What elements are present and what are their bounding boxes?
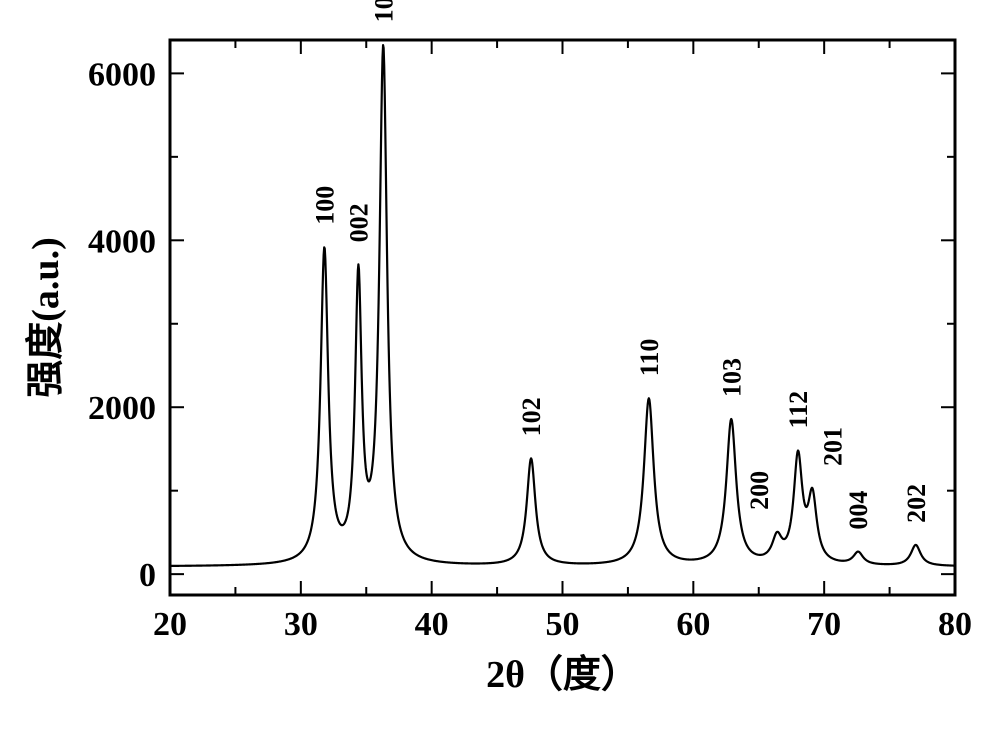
peak-label: 102 — [517, 397, 546, 436]
peak-label: 004 — [844, 491, 873, 530]
peak-label: 202 — [902, 484, 931, 523]
peak-label: 100 — [310, 186, 339, 225]
xrd-chart: 20 30 40 50 60 70 80 0 2000 4000 6000 2θ（度） 强度(a.u.)… — [0, 0, 1000, 729]
y-tick-label: 4000 — [88, 223, 156, 260]
peak-label: 101 — [369, 0, 398, 22]
x-tick-label: 30 — [284, 606, 318, 643]
peak-label: 002 — [344, 203, 373, 242]
x-tick-label: 60 — [676, 606, 710, 643]
peak-label: 103 — [717, 358, 746, 397]
peak-label: 110 — [635, 339, 664, 377]
x-axis-title: 2θ（度） — [486, 654, 639, 696]
x-tick-label: 50 — [546, 606, 580, 643]
peak-label: 112 — [784, 391, 813, 429]
x-tick-label: 70 — [807, 606, 841, 643]
y-tick-label: 0 — [139, 557, 156, 594]
x-tick-label: 80 — [938, 606, 972, 643]
y-axis-title: 强度(a.u.) — [25, 237, 67, 397]
y-tick-label: 2000 — [88, 390, 156, 427]
y-tick-label: 6000 — [88, 56, 156, 93]
x-tick-label: 40 — [415, 606, 449, 643]
peak-label: 201 — [818, 427, 847, 466]
x-tick-label: 20 — [153, 606, 187, 643]
peak-label: 200 — [745, 471, 774, 510]
